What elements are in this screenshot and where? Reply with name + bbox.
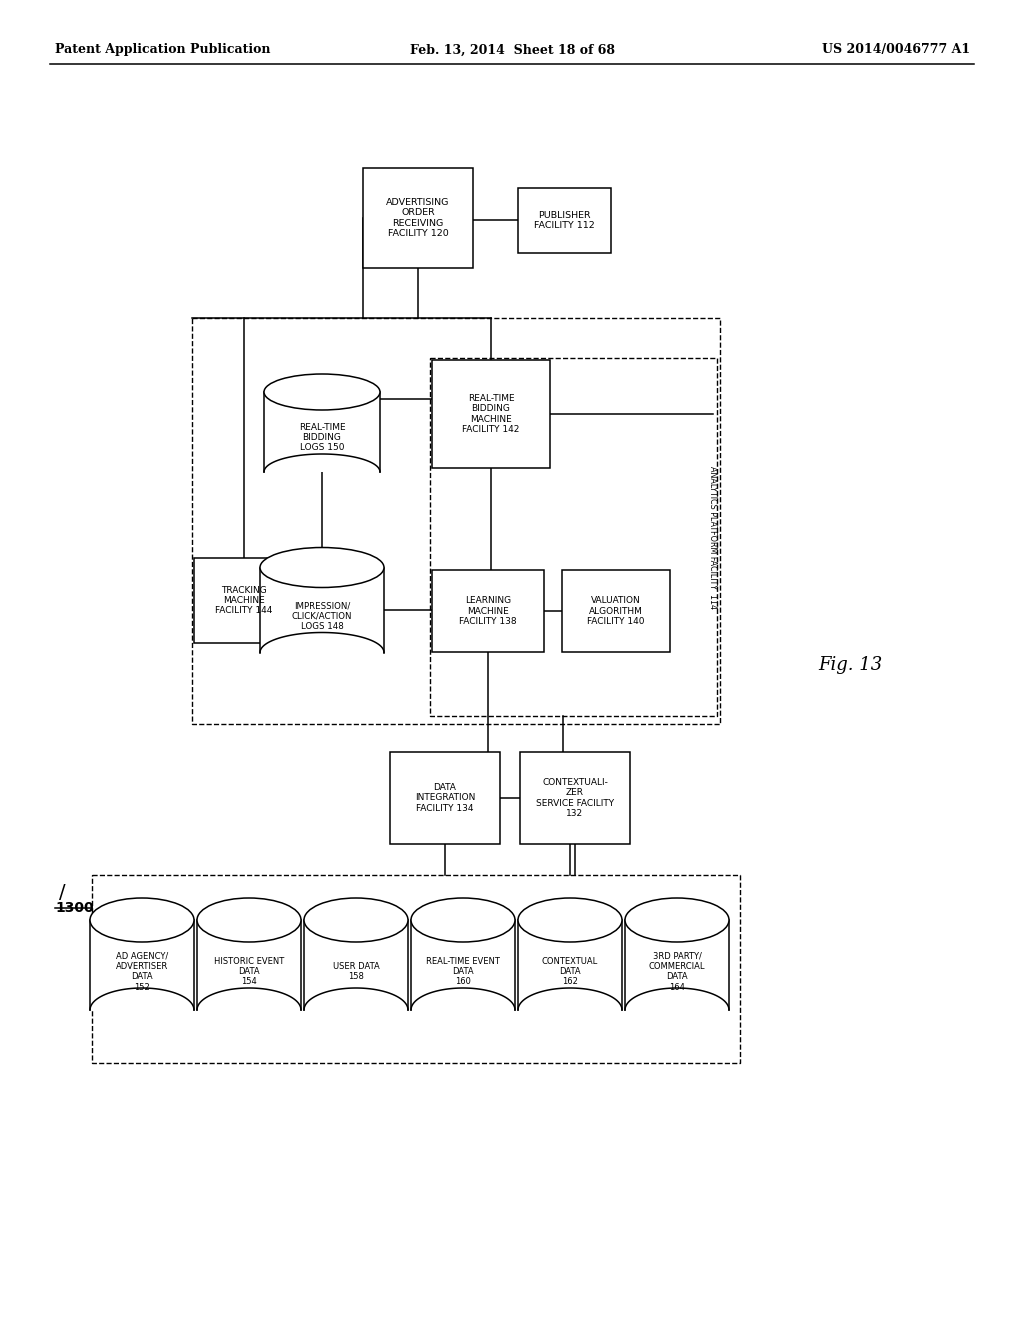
Polygon shape: [260, 568, 384, 652]
Ellipse shape: [625, 898, 729, 942]
Text: ADVERTISING
ORDER
RECEIVING
FACILITY 120: ADVERTISING ORDER RECEIVING FACILITY 120: [386, 198, 450, 238]
Text: REAL-TIME
BIDDING
LOGS 150: REAL-TIME BIDDING LOGS 150: [299, 422, 345, 453]
Polygon shape: [362, 168, 473, 268]
Text: IMPRESSION/
CLICK/ACTION
LOGS 148: IMPRESSION/ CLICK/ACTION LOGS 148: [292, 601, 352, 631]
Text: ANALYTICS PLATFORM FACILITY  114: ANALYTICS PLATFORM FACILITY 114: [709, 466, 718, 609]
Ellipse shape: [264, 374, 380, 411]
Ellipse shape: [304, 898, 408, 942]
Polygon shape: [562, 570, 670, 652]
Text: Fig. 13: Fig. 13: [818, 656, 882, 675]
Polygon shape: [304, 920, 408, 1010]
Ellipse shape: [260, 548, 384, 587]
Polygon shape: [197, 920, 301, 1010]
Polygon shape: [520, 752, 630, 843]
Polygon shape: [432, 570, 544, 652]
Polygon shape: [390, 752, 500, 843]
Polygon shape: [625, 920, 729, 1010]
Polygon shape: [194, 558, 294, 643]
Text: USER DATA
158: USER DATA 158: [333, 962, 379, 981]
Ellipse shape: [197, 898, 301, 942]
Text: VALUATION
ALGORITHM
FACILITY 140: VALUATION ALGORITHM FACILITY 140: [587, 597, 645, 626]
Text: LEARNING
MACHINE
FACILITY 138: LEARNING MACHINE FACILITY 138: [459, 597, 517, 626]
Text: /: /: [58, 883, 66, 902]
Polygon shape: [411, 920, 515, 1010]
Text: DATA
INTEGRATION
FACILITY 134: DATA INTEGRATION FACILITY 134: [415, 783, 475, 813]
Text: REAL-TIME EVENT
DATA
160: REAL-TIME EVENT DATA 160: [426, 957, 500, 986]
Text: Patent Application Publication: Patent Application Publication: [55, 44, 270, 57]
Text: US 2014/0046777 A1: US 2014/0046777 A1: [822, 44, 970, 57]
Polygon shape: [518, 920, 622, 1010]
Text: CONTEXTUALI-
ZER
SERVICE FACILITY
132: CONTEXTUALI- ZER SERVICE FACILITY 132: [536, 777, 614, 818]
Text: AD AGENCY/
ADVERTISER
DATA
152: AD AGENCY/ ADVERTISER DATA 152: [116, 952, 168, 991]
Text: HISTORIC EVENT
DATA
154: HISTORIC EVENT DATA 154: [214, 957, 284, 986]
Polygon shape: [90, 920, 194, 1010]
Ellipse shape: [90, 898, 194, 942]
Text: REAL-TIME
BIDDING
MACHINE
FACILITY 142: REAL-TIME BIDDING MACHINE FACILITY 142: [462, 393, 520, 434]
Ellipse shape: [518, 898, 622, 942]
Polygon shape: [432, 360, 550, 469]
Text: Feb. 13, 2014  Sheet 18 of 68: Feb. 13, 2014 Sheet 18 of 68: [410, 44, 614, 57]
Text: PUBLISHER
FACILITY 112: PUBLISHER FACILITY 112: [535, 211, 595, 230]
Text: CONTEXTUAL
DATA
162: CONTEXTUAL DATA 162: [542, 957, 598, 986]
Text: TRACKING
MACHINE
FACILITY 144: TRACKING MACHINE FACILITY 144: [215, 586, 272, 615]
Polygon shape: [518, 187, 611, 253]
Text: 3RD PARTY/
COMMERCIAL
DATA
164: 3RD PARTY/ COMMERCIAL DATA 164: [649, 952, 706, 991]
Ellipse shape: [411, 898, 515, 942]
Text: 1300: 1300: [55, 902, 93, 915]
Polygon shape: [264, 392, 380, 473]
